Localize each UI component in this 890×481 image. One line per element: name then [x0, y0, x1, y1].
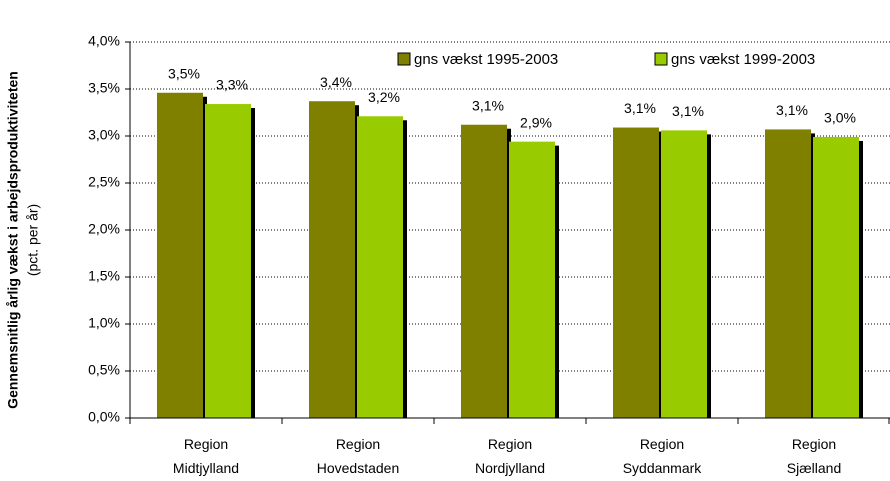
- bar: [309, 101, 355, 418]
- x-tick-label-line: Syddanmark: [623, 460, 703, 476]
- data-label: 3,3%: [216, 77, 248, 93]
- bar: [765, 129, 811, 419]
- bar: [157, 92, 203, 418]
- legend-label: gns vækst 1999-2003: [671, 51, 815, 68]
- y-tick-label: 0,5%: [88, 362, 120, 378]
- data-label: 3,1%: [624, 100, 656, 116]
- bar: [613, 127, 659, 418]
- x-tick-label-line: Region: [792, 436, 836, 452]
- x-tick-label: Region Nordjylland: [475, 436, 545, 476]
- x-tick-label-line: Midtjylland: [173, 460, 239, 476]
- y-axis-label: (pct. per år): [25, 204, 41, 276]
- x-tick-label-line: Hovedstaden: [317, 460, 400, 476]
- y-tick-label: 0,0%: [88, 409, 120, 425]
- bar: [357, 116, 403, 418]
- x-tick-label: Region Syddanmark: [623, 436, 703, 476]
- data-label: 3,2%: [368, 89, 400, 105]
- bar: [461, 124, 507, 418]
- x-tick-label-line: Sjælland: [787, 460, 841, 476]
- y-axis-label: Gennemsnitlig årlig vækst i arbejdsprodu…: [5, 71, 21, 409]
- data-label: 3,0%: [824, 110, 856, 126]
- y-tick-label: 1,0%: [88, 315, 120, 331]
- x-tick-label: Region Hovedstaden: [317, 436, 400, 476]
- bar: [509, 141, 555, 418]
- bar: [813, 136, 859, 418]
- x-tick-label-line: Region: [640, 436, 684, 452]
- legend-swatch: [397, 52, 411, 66]
- bar: [661, 130, 707, 419]
- data-label: 3,1%: [472, 97, 504, 113]
- x-tick-label: Region Midtjylland: [173, 436, 239, 476]
- y-tick-label: 4,0%: [88, 33, 120, 49]
- x-tick-label-line: Region: [336, 436, 380, 452]
- x-tick-label-line: Nordjylland: [475, 460, 545, 476]
- y-tick-label: 2,5%: [88, 174, 120, 190]
- data-label: 3,1%: [672, 103, 704, 119]
- y-tick-label: 1,5%: [88, 268, 120, 284]
- data-label: 3,4%: [320, 74, 352, 90]
- y-tick-label: 3,0%: [88, 127, 120, 143]
- legend-label: gns vækst 1995-2003: [414, 51, 558, 68]
- y-tick-label: 2,0%: [88, 221, 120, 237]
- y-tick-label: 3,5%: [88, 80, 120, 96]
- bar: [205, 104, 251, 418]
- x-tick-label: Region Sjælland: [787, 436, 841, 476]
- data-label: 3,1%: [776, 102, 808, 118]
- data-label: 2,9%: [520, 114, 552, 130]
- data-label: 3,5%: [168, 65, 200, 81]
- x-tick-label-line: Region: [488, 436, 532, 452]
- legend-swatch: [654, 52, 668, 66]
- x-tick-label-line: Region: [184, 436, 228, 452]
